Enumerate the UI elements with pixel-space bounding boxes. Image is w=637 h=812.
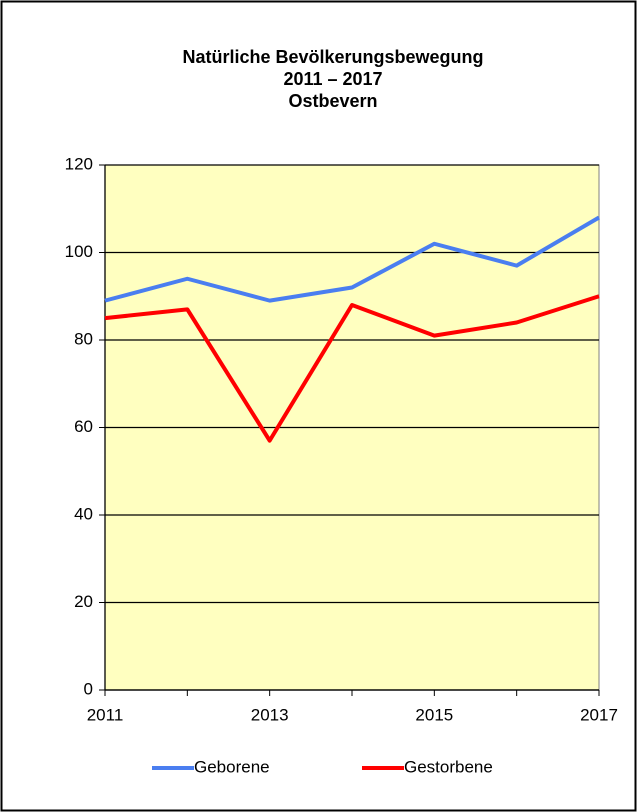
y-tick-label: 60	[74, 417, 93, 436]
x-tick-label: 2011	[87, 705, 124, 724]
legend-label: Gestorbene	[404, 757, 493, 776]
chart-title: Ostbevern	[288, 91, 377, 111]
y-tick-label: 40	[74, 504, 93, 523]
x-tick-label: 2015	[415, 705, 453, 724]
y-tick-label: 20	[74, 592, 93, 611]
y-tick-label: 0	[84, 679, 93, 698]
series-line	[104, 294, 600, 443]
y-tick-label: 80	[74, 329, 93, 348]
legend-label: Geborene	[194, 757, 270, 776]
x-tick-label: 2013	[251, 705, 289, 724]
y-tick-label: 100	[65, 242, 93, 261]
chart-title: 2011 – 2017	[283, 69, 382, 89]
y-tick-label: 120	[65, 154, 93, 173]
x-tick-label: 2017	[580, 705, 618, 724]
series-line	[104, 215, 601, 303]
chart-title: Natürliche Bevölkerungsbewegung	[182, 47, 483, 67]
